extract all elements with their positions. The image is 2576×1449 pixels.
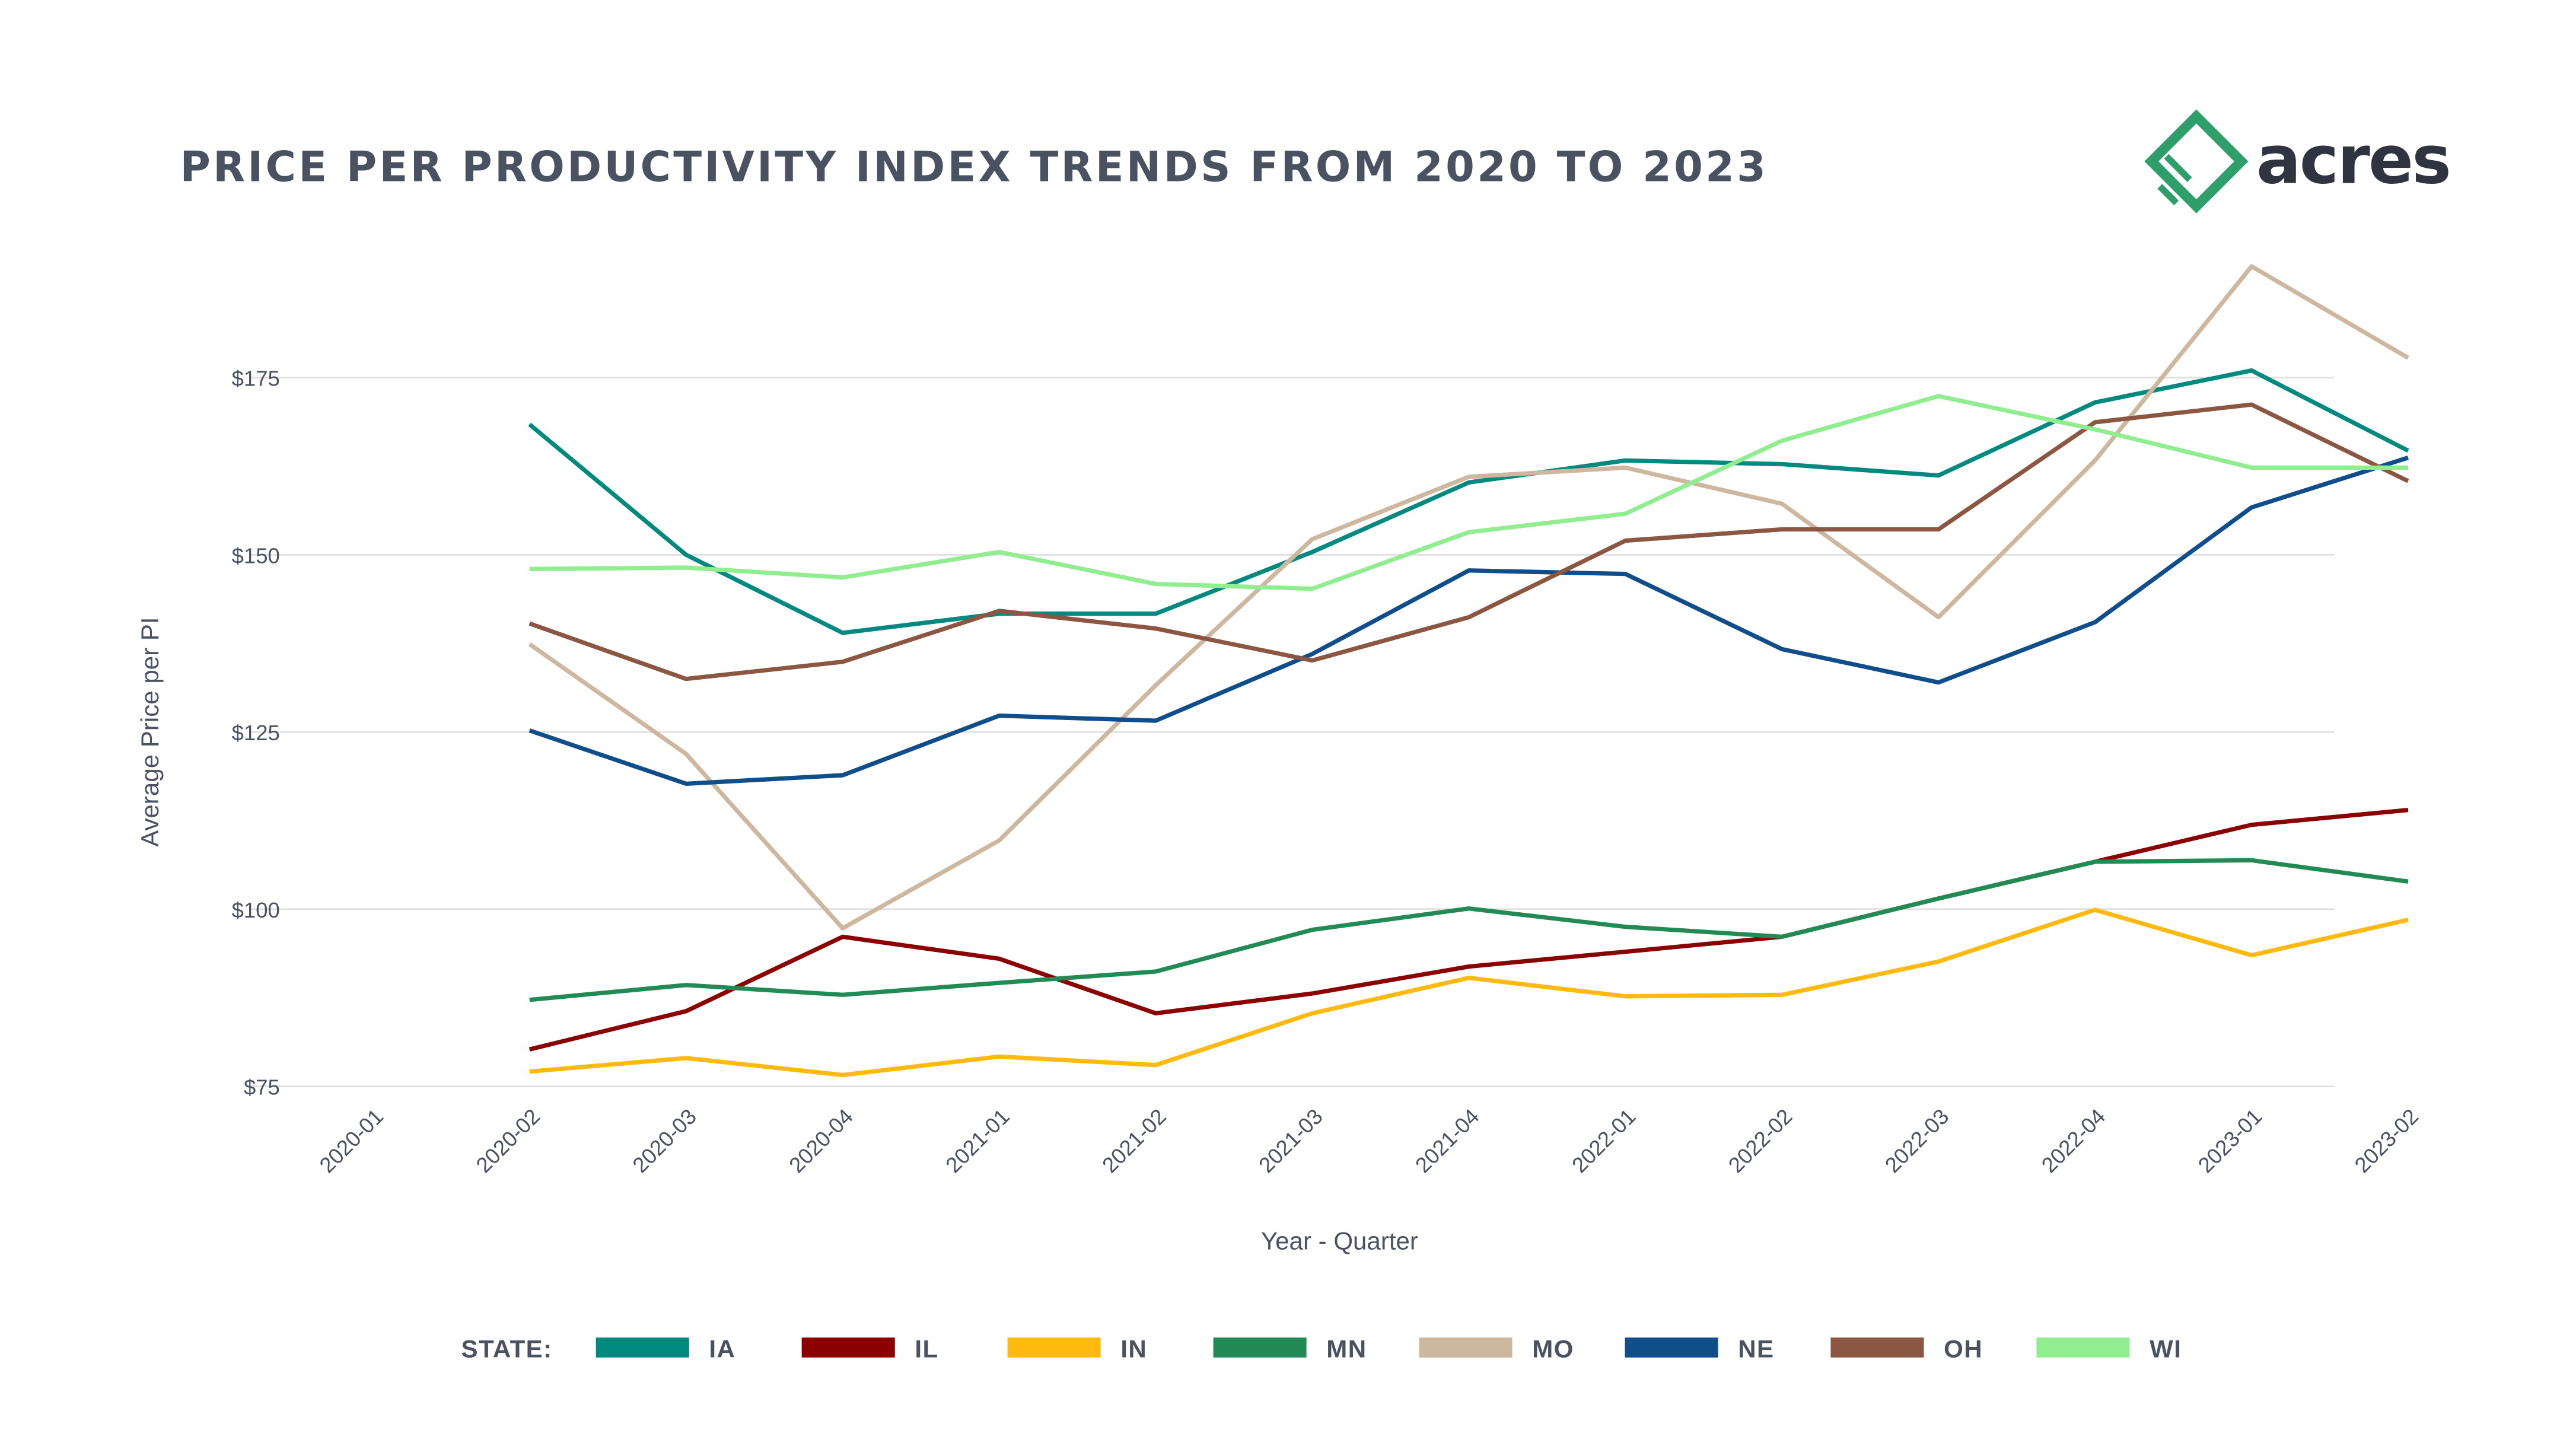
legend-swatch-mn	[1213, 1337, 1307, 1358]
x-tick-label: 2020-04	[784, 1104, 858, 1178]
data-point-oh	[2408, 480, 2409, 482]
data-point-oh	[1312, 660, 1313, 661]
y-tick-label: $175	[232, 367, 280, 391]
data-point-mn	[2408, 881, 2409, 882]
legend-swatch-wi	[2036, 1337, 2130, 1358]
y-tick-label: $100	[232, 898, 280, 922]
data-point-ne	[1938, 682, 1939, 683]
data-point-mo	[2094, 460, 2096, 461]
legend-swatch-il	[801, 1337, 895, 1358]
series-mn	[529, 858, 2409, 1002]
series-mo	[528, 264, 2409, 931]
x-tick-label: 2021-04	[1410, 1104, 1484, 1178]
data-point-ne	[2408, 457, 2409, 458]
data-point-ne	[842, 775, 843, 776]
series-ia	[528, 368, 2409, 635]
data-point-mo	[1155, 684, 1156, 686]
line-oh	[528, 402, 2409, 681]
legend-label-in: IN	[1120, 1335, 1147, 1363]
legend-title: STATE:	[461, 1335, 553, 1363]
data-point-in	[2408, 919, 2409, 921]
data-point-ia	[2408, 450, 2409, 451]
chart-title: PRICE PER PRODUCTIVITY INDEX TRENDS FROM…	[180, 143, 1768, 192]
data-point-in	[1938, 961, 1939, 962]
legend-label-il: IL	[915, 1335, 938, 1363]
data-point-ne	[2094, 622, 2096, 623]
x-tick-label: 2020-02	[471, 1104, 545, 1178]
legend-swatch-mo	[1419, 1337, 1513, 1358]
data-point-wi	[1312, 588, 1313, 590]
line-il	[528, 808, 2409, 1052]
series-oh	[528, 402, 2409, 681]
x-tick-label: 2023-01	[2193, 1104, 2267, 1178]
data-point-mn	[2094, 861, 2096, 862]
data-point-wi	[2094, 429, 2096, 430]
data-point-il	[1312, 993, 1313, 994]
data-point-oh	[842, 661, 843, 663]
x-tick-label: 2022-01	[1567, 1104, 1641, 1178]
legend-label-ne: NE	[1738, 1335, 1774, 1363]
y-tick-label: $125	[232, 721, 280, 745]
data-point-il	[1155, 1013, 1156, 1014]
legend-swatch-ia	[596, 1337, 689, 1358]
series-lines	[528, 264, 2409, 1078]
legend-label-ia: IA	[709, 1335, 735, 1363]
series-in	[529, 907, 2409, 1078]
legend-label-oh: OH	[1944, 1335, 1983, 1363]
data-point-mo	[842, 928, 843, 929]
legend-label-mo: MO	[1532, 1335, 1574, 1363]
data-point-in	[1312, 1013, 1313, 1014]
y-tick-label: $75	[244, 1075, 280, 1100]
data-point-oh	[1938, 529, 1939, 530]
data-point-mn	[1625, 926, 1626, 927]
data-point-wi	[842, 577, 843, 578]
y-axis-ticks: $75 $100 $125 $150 $175	[232, 367, 280, 1100]
data-point-ia	[2094, 402, 2096, 403]
data-point-ia	[1625, 460, 1626, 461]
data-point-mo	[1625, 467, 1626, 468]
data-point-oh	[2094, 422, 2096, 423]
x-tick-label: 2022-03	[1880, 1104, 1954, 1178]
x-tick-label: 2021-03	[1254, 1104, 1327, 1178]
x-tick-label: 2021-02	[1097, 1104, 1171, 1178]
legend: STATE: IA IL IN MN MO NE OH WI	[461, 1335, 2182, 1363]
y-tick-label: $150	[232, 543, 280, 568]
x-tick-label: 2022-04	[2037, 1104, 2110, 1178]
x-tick-label: 2020-03	[628, 1104, 701, 1178]
x-axis-ticks: 2020-01 2020-02 2020-03 2020-04 2021-01 2021-…	[315, 1104, 2424, 1178]
line-ia	[528, 368, 2409, 635]
data-point-in	[1625, 996, 1626, 997]
series-ne	[528, 456, 2409, 786]
line-ne	[528, 456, 2409, 786]
x-tick-label: 2021-01	[941, 1104, 1014, 1178]
data-point-ia	[1155, 613, 1156, 614]
legend-swatch-in	[1007, 1337, 1101, 1358]
x-tick-label: 2023-02	[2350, 1104, 2424, 1178]
acres-logo: acres	[2144, 109, 2451, 214]
data-point-il	[1625, 951, 1626, 952]
legend-label-wi: WI	[2150, 1335, 2182, 1363]
legend-label-mn: MN	[1326, 1335, 1367, 1363]
data-point-oh	[1625, 540, 1626, 541]
legend-swatch-oh	[1830, 1337, 1924, 1358]
data-point-mn	[1312, 929, 1313, 930]
x-tick-label: 2020-01	[315, 1104, 389, 1178]
y-axis-label: Average Price per PI	[136, 617, 164, 846]
data-point-ia	[1938, 475, 1939, 476]
data-point-mo	[1312, 539, 1313, 540]
x-axis-label: Year - Quarter	[1261, 1227, 1418, 1254]
x-tick-label: 2022-02	[1724, 1104, 1797, 1178]
legend-swatch-ne	[1625, 1337, 1718, 1358]
series-il	[528, 808, 2409, 1052]
gridlines	[250, 377, 2335, 1087]
series-wi	[529, 394, 2409, 591]
data-point-oh	[1155, 628, 1156, 629]
data-point-wi	[2408, 467, 2409, 468]
logo-mark-icon	[2144, 109, 2249, 214]
logo-text: acres	[2256, 122, 2450, 199]
